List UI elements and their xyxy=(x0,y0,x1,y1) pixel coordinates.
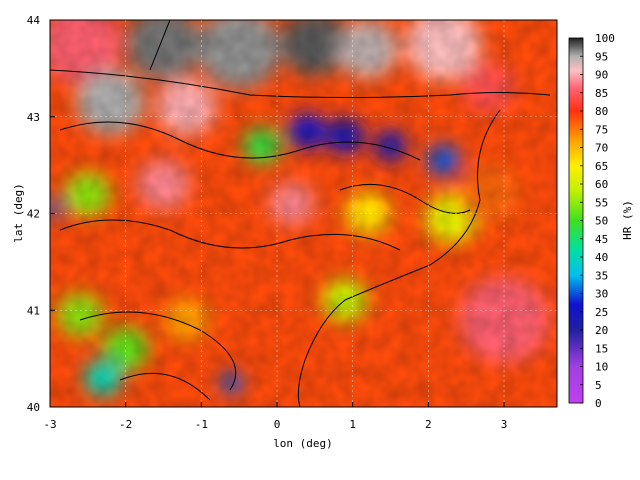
contour-line xyxy=(59,121,421,161)
colorbar-tick-label: 75 xyxy=(595,123,608,136)
contour-line xyxy=(119,372,211,401)
colorbar-label: HR (%) xyxy=(621,200,634,240)
y-axis-label: lat (deg) xyxy=(12,183,25,243)
colorbar-tick-label: 55 xyxy=(595,196,608,209)
y-tick-label: 41 xyxy=(27,304,40,317)
colorbar-tick-label: 60 xyxy=(595,178,608,191)
x-tick-label: 3 xyxy=(501,418,508,431)
colorbar-tick-label: 5 xyxy=(595,379,602,392)
x-tick-label: -2 xyxy=(119,418,132,431)
x-tick-label: 2 xyxy=(425,418,432,431)
x-tick-label: 1 xyxy=(349,418,356,431)
contour-line xyxy=(149,20,171,71)
colorbar-tick-label: 65 xyxy=(595,160,608,173)
colorbar-tick-label: 90 xyxy=(595,69,608,82)
colorbar-tick-label: 100 xyxy=(595,32,615,45)
plot-area xyxy=(50,20,557,407)
contour-line xyxy=(297,109,501,407)
colorbar-tick-label: 45 xyxy=(595,233,608,246)
colorbar-tick-label: 95 xyxy=(595,50,608,63)
colorbar-tick-label: 20 xyxy=(595,324,608,337)
x-axis-label: lon (deg) xyxy=(273,437,333,450)
y-tick-label: 44 xyxy=(27,14,41,27)
colorbar-tick-label: 10 xyxy=(595,361,608,374)
coastline-contours xyxy=(50,20,551,407)
colorbar-tick-label: 70 xyxy=(595,142,608,155)
y-tick-label: 43 xyxy=(27,111,40,124)
contour-line xyxy=(59,219,401,251)
colorbar-tick-label: 35 xyxy=(595,269,608,282)
contour-line xyxy=(50,69,551,98)
x-tick-label: 0 xyxy=(274,418,281,431)
colorbar-tick-label: 25 xyxy=(595,306,608,319)
colorbar-tick-label: 40 xyxy=(595,251,608,264)
colorbar-tick-label: 85 xyxy=(595,87,608,100)
colorbar-tick-label: 30 xyxy=(595,288,608,301)
colorbar-tick-label: 0 xyxy=(595,397,602,410)
colorbar-tick-label: 80 xyxy=(595,105,608,118)
x-tick-label: -3 xyxy=(43,418,56,431)
colorbar-ticks: 0 5 10 15 20 25 30 35 40 45 50 55 60 65 70 75 80 85 90 95 10… xyxy=(580,32,615,410)
colorbar-tick-label: 15 xyxy=(595,342,608,355)
y-axis-ticks: 40 41 42 43 44 xyxy=(27,14,55,414)
x-axis-ticks: -3 -2 -1 0 1 2 3 xyxy=(43,402,507,431)
x-tick-label: -1 xyxy=(195,418,208,431)
contour-line xyxy=(79,311,237,391)
y-tick-label: 42 xyxy=(27,208,40,221)
colorbar-tick-label: 50 xyxy=(595,215,608,228)
heatmap-texture xyxy=(50,20,557,407)
y-tick-label: 40 xyxy=(27,401,40,414)
